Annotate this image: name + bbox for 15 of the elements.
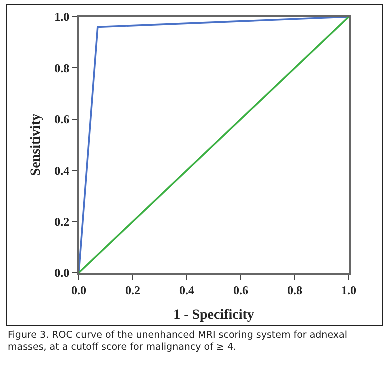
x-tick-label: 1.0: [342, 283, 356, 298]
y-axis-title: Sensitivity: [29, 114, 44, 176]
caption: Figure 3. ROC curve of the unenhanced MRI scoring system for adnexal masses, at a cutoff score for malignancy of ≥ 4.: [8, 330, 348, 354]
y-tick-label: 0.4: [54, 164, 70, 178]
y-tick-label: 0.0: [54, 266, 70, 280]
y-tick-label: 0.8: [54, 61, 70, 76]
y-tick-label: 1.0: [54, 10, 70, 24]
x-axis-title: 1 - Specificity: [174, 308, 254, 323]
y-tick-label: 0.6: [54, 112, 70, 127]
x-tick-label: 0.0: [72, 283, 86, 298]
x-tick-label: 0.6: [234, 283, 248, 298]
x-tick-label: 0.4: [180, 283, 194, 298]
y-tick-label: 0.2: [54, 215, 70, 229]
x-tick-label: 0.8: [288, 283, 302, 298]
x-tick-label: 0.2: [126, 283, 140, 298]
